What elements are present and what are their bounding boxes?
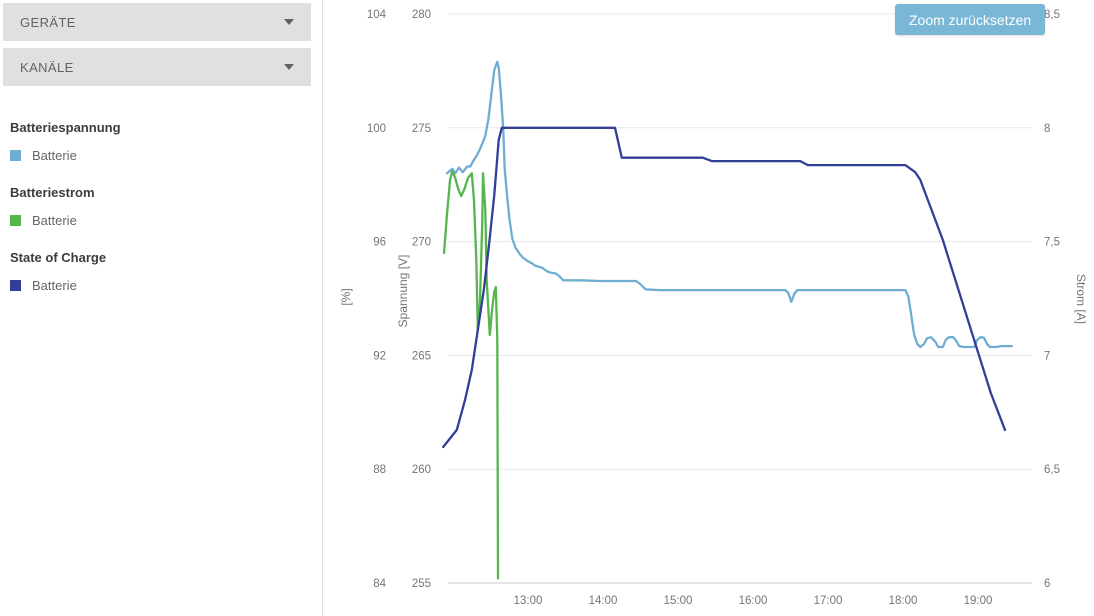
y-tick-label-strom: 8 xyxy=(1044,123,1050,135)
y-tick-label-spannung: 270 xyxy=(412,237,431,249)
y-tick-label-strom: 6,5 xyxy=(1044,464,1060,476)
y-tick-label-strom: 7 xyxy=(1044,350,1050,362)
legend-swatch-soc xyxy=(10,280,21,291)
geraete-dropdown[interactable]: GERÄTE xyxy=(3,3,311,41)
y-tick-label-strom: 7,5 xyxy=(1044,237,1060,249)
y-axis-title-percent: [%] xyxy=(339,288,353,305)
x-tick-label: 15:00 xyxy=(664,595,693,607)
legend-group-title: State of Charge xyxy=(10,250,107,265)
channel-legend: Batteriespannung Batterie Batteriestrom … xyxy=(10,120,121,315)
x-tick-label: 13:00 xyxy=(514,595,543,607)
kanaele-dropdown[interactable]: KANÄLE xyxy=(3,48,311,86)
y-tick-label-strom: 8,5 xyxy=(1044,9,1060,21)
legend-group-batteriestrom: Batteriestrom Batterie xyxy=(10,185,121,228)
x-tick-label: 16:00 xyxy=(739,595,768,607)
sidebar: GERÄTE KANÄLE Batteriespannung Batterie … xyxy=(0,0,322,616)
x-tick-label: 18:00 xyxy=(889,595,918,607)
series-line-percent xyxy=(442,126,1007,449)
x-tick-label: 19:00 xyxy=(964,595,993,607)
legend-swatch-voltage xyxy=(10,150,21,161)
y-tick-label-strom: 6 xyxy=(1044,578,1050,590)
legend-item-label: Batterie xyxy=(32,213,77,228)
legend-item-label: Batterie xyxy=(32,148,77,163)
reset-zoom-button[interactable]: Zoom zurücksetzen xyxy=(895,4,1046,35)
series-line-strom xyxy=(442,169,500,580)
x-tick-label: 17:00 xyxy=(814,595,843,607)
kanaele-dropdown-label: KANÄLE xyxy=(20,59,74,75)
y-tick-label-percent: 96 xyxy=(373,237,386,249)
y-tick-label-percent: 100 xyxy=(367,123,386,135)
y-tick-label-spannung: 280 xyxy=(412,9,431,21)
legend-group-title: Batteriestrom xyxy=(10,185,95,200)
chevron-down-icon xyxy=(284,19,294,25)
y-tick-label-percent: 92 xyxy=(373,350,386,362)
legend-group-state-of-charge: State of Charge Batterie xyxy=(10,250,121,293)
y-tick-label-percent: 88 xyxy=(373,464,386,476)
chevron-down-icon xyxy=(284,64,294,70)
legend-item-label: Batterie xyxy=(32,278,77,293)
legend-group-batteriespannung: Batteriespannung Batterie xyxy=(10,120,121,163)
y-axis-title-strom: Strom [A] xyxy=(1074,274,1088,324)
x-tick-label: 14:00 xyxy=(589,595,618,607)
legend-item-batteriespannung-batterie[interactable]: Batterie xyxy=(10,148,121,163)
y-axis-title-spannung: Spannung [V] xyxy=(396,255,410,328)
series-line-spannung xyxy=(445,60,1013,349)
y-tick-label-percent: 104 xyxy=(367,9,387,21)
geraete-dropdown-label: GERÄTE xyxy=(20,14,76,30)
legend-swatch-current xyxy=(10,215,21,226)
legend-item-soc-batterie[interactable]: Batterie xyxy=(10,278,121,293)
legend-group-title: Batteriespannung xyxy=(10,120,121,135)
y-tick-label-percent: 84 xyxy=(373,578,386,590)
y-tick-label-spannung: 255 xyxy=(412,578,431,590)
legend-item-batteriestrom-batterie[interactable]: Batterie xyxy=(10,213,121,228)
sidebar-chart-divider xyxy=(322,0,323,616)
y-tick-label-spannung: 265 xyxy=(412,350,431,362)
y-tick-label-spannung: 275 xyxy=(412,123,431,135)
y-tick-label-spannung: 260 xyxy=(412,464,431,476)
